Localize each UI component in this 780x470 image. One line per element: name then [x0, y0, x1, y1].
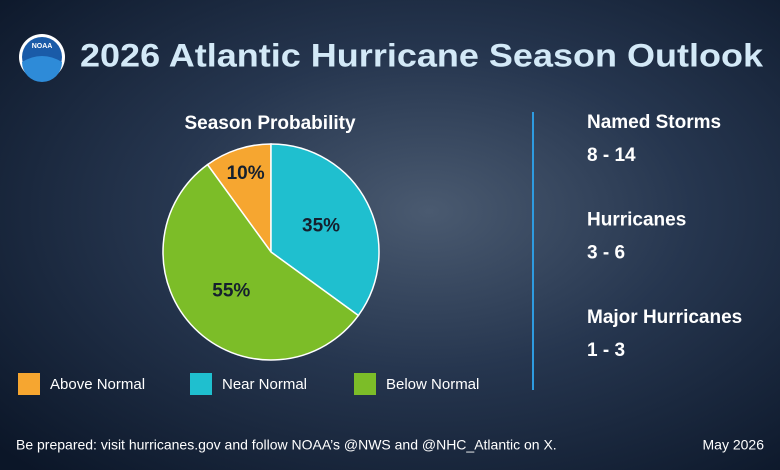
pie-slice: [162, 163, 360, 361]
noaa-logo: NOAA: [19, 34, 65, 82]
chart-subtitle: Season Probability: [184, 113, 355, 134]
stat-value: 8 - 14: [587, 145, 636, 166]
stat-value: 1 - 3: [587, 340, 625, 361]
legend-label: Below Normal: [386, 376, 479, 393]
date: May 2026: [703, 437, 765, 453]
pie-slice: [270, 143, 380, 317]
stat-label: Hurricanes: [587, 210, 686, 231]
legend-label: Above Normal: [50, 376, 145, 393]
legend-label: Near Normal: [222, 376, 307, 393]
legend-swatch: [190, 373, 212, 395]
stat-value: 3 - 6: [587, 243, 625, 264]
footer: Be prepared: visit hurricanes.gov and fo…: [16, 437, 557, 453]
data-label: 10%: [227, 163, 265, 184]
stats: Named Storms 8 - 14 Hurricanes 3 - 6 Major H…: [587, 112, 742, 361]
chart-title: 2026 Atlantic Hurricane Season Outlook: [80, 37, 763, 73]
legend-swatch: [18, 373, 40, 395]
legend-swatch: [354, 373, 376, 395]
logo-text: NOAA: [32, 43, 53, 50]
stat-label: Named Storms: [587, 112, 721, 133]
data-label: 55%: [212, 281, 250, 302]
data-label: 35%: [302, 216, 340, 237]
stat-label: Major Hurricanes: [587, 307, 742, 328]
